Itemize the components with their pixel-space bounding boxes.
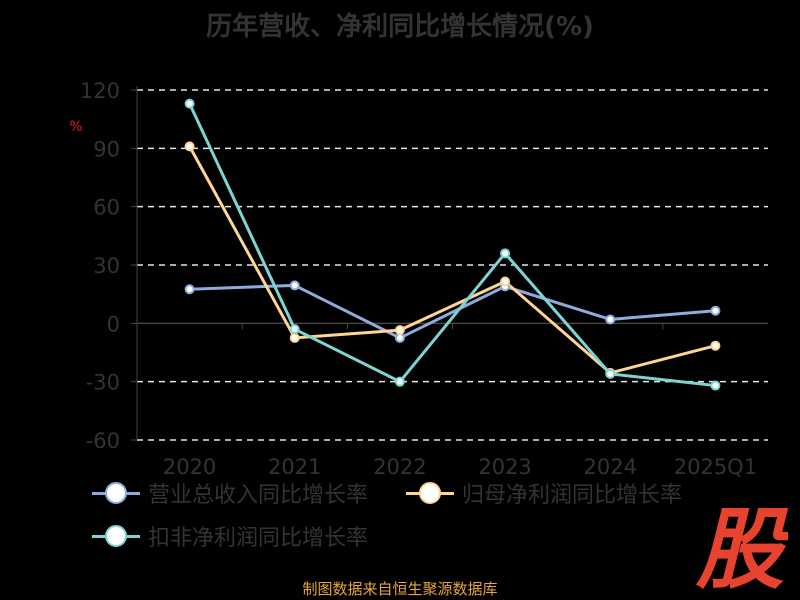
x-tick-label: 2023 [478,455,531,479]
x-tick-label: 2024 [584,455,637,479]
data-point [500,248,511,259]
y-axis-unit: % [69,119,82,135]
y-tick-label: -30 [86,371,120,395]
series-lines [188,102,716,388]
y-tick-label: 30 [93,254,120,278]
series-line-1 [188,145,716,375]
legend-marker-revenue [92,478,140,508]
data-point [710,340,721,351]
data-point [289,324,300,335]
legend-marker-deducted-profit [92,521,140,551]
brand-logo: 股 [695,498,788,594]
data-point [184,98,195,109]
legend-item-deducted-profit[interactable]: 扣非净利润同比增长率 [92,521,368,551]
data-point [710,380,721,391]
legend-label-revenue: 营业总收入同比增长率 [148,483,369,508]
data-point [184,284,195,295]
y-tick-label: 120 [80,79,120,103]
grid [137,89,768,441]
data-point [394,325,405,336]
data-point [289,280,300,291]
legend-item-revenue[interactable]: 营业总收入同比增长率 [92,478,368,508]
x-tick-label: 2021 [268,455,321,479]
x-tick-label: 2022 [373,455,426,479]
data-point [605,368,616,379]
data-point [394,376,405,387]
y-tick-label: -60 [86,429,120,453]
source-footer: 制图数据来自恒生聚源数据库 [302,580,498,598]
series-line-2 [188,102,716,388]
data-points [184,98,721,391]
legend-label-net-profit: 归母净利润同比增长率 [462,483,683,508]
legend-marker-net-profit [406,478,454,508]
data-point [184,141,195,152]
data-point [710,305,721,316]
x-tick-label: 2020 [163,455,216,479]
data-point [289,332,300,343]
legend-dot-deducted-profit [105,525,127,547]
chart-title: 历年营收、净利同比增长情况(%) [206,12,594,42]
legend-dot-revenue [105,482,127,504]
x-tick-label: 2025Q1 [674,455,757,479]
svg-text:股: 股 [695,498,788,594]
data-point [500,276,511,287]
legend-label-deducted-profit: 扣非净利润同比增长率 [148,526,369,551]
legend-dot-net-profit [419,482,441,504]
data-point [605,314,616,325]
y-tick-label: 90 [93,137,120,161]
y-tick-label: 0 [107,312,120,336]
y-tick-label: 60 [93,196,120,220]
legend-item-net-profit[interactable]: 归母净利润同比增长率 [406,478,682,508]
series-line-0 [189,283,716,340]
axes: 120 90 60 30 0 -30 -60% 2020 2021 2022 2023 2024 202… [69,79,768,479]
